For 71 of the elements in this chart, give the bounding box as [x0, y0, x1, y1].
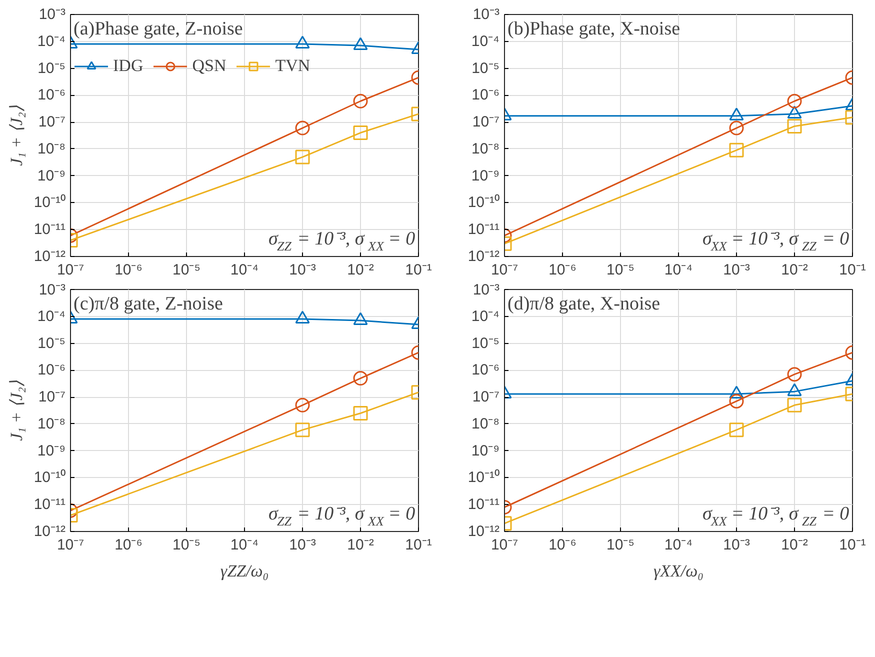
y-tick-label: 10⁻¹¹	[468, 221, 500, 238]
legend-label: QSN	[192, 56, 226, 76]
y-axis-title: J₁ + ⟨J₂⟩	[6, 105, 26, 166]
chart-title: (c)π/8 gate, Z-noise	[74, 294, 223, 314]
y-tick-label: 10⁻¹¹	[34, 496, 66, 514]
chart-title: (a)Phase gate, Z-noise	[74, 18, 243, 40]
y-tick-label: 10⁻¹⁰	[468, 469, 500, 486]
x-tick-label: 10⁻²	[347, 262, 374, 278]
y-tick-label: 10⁻³	[38, 6, 66, 23]
x-tick-label: 10⁻⁵	[172, 536, 200, 554]
y-tick-label: 10⁻⁵	[38, 60, 66, 77]
y-tick-label: 10⁻¹¹	[468, 496, 500, 514]
x-tick-label: 10⁻²	[347, 536, 374, 554]
y-tick-label: 10⁻⁸	[37, 140, 66, 158]
y-tick-label: 10⁻⁵	[38, 334, 66, 352]
x-tick-label: 10⁻³	[723, 536, 750, 554]
x-tick-label: 10⁻⁴	[664, 536, 693, 554]
y-tick-label: 10⁻⁴	[471, 308, 500, 325]
y-tick-label: 10⁻⁵	[472, 334, 500, 352]
y-tick-label: 10⁻⁹	[37, 442, 66, 460]
x-tick-label: 10⁻⁶	[114, 262, 142, 278]
x-tick-label: 10⁻¹	[839, 262, 866, 278]
x-tick-label: 10⁻³	[289, 262, 316, 278]
x-tick-label: 10⁻⁵	[172, 262, 200, 278]
chart-title: (b)Phase gate, X-noise	[508, 18, 680, 40]
x-tick-label: 10⁻³	[723, 262, 750, 278]
x-tick-label: 10⁻¹	[405, 536, 432, 554]
y-tick-label: 10⁻⁴	[37, 32, 66, 50]
y-tick-label: 10⁻⁹	[471, 167, 500, 184]
y-tick-label: 10⁻⁶	[472, 362, 500, 379]
x-axis-title: γXX/ω₀	[653, 562, 704, 580]
y-tick-label: 10⁻⁸	[471, 140, 500, 158]
y-tick-label: 10⁻⁴	[37, 308, 66, 325]
y-tick-label: 10⁻³	[472, 6, 500, 23]
chart-title: (d)π/8 gate, X-noise	[508, 294, 660, 314]
y-tick-label: 10⁻⁶	[38, 362, 66, 379]
y-tick-label: 10⁻⁹	[37, 167, 66, 184]
y-tick-label: 10⁻⁶	[38, 86, 66, 104]
y-tick-label: 10⁻⁸	[471, 415, 500, 432]
x-axis-title: γZZ/ω₀	[220, 562, 269, 580]
y-tick-label: 10⁻¹⁰	[34, 194, 66, 212]
y-tick-label: 10⁻⁴	[471, 32, 500, 50]
x-tick-label: 10⁻⁶	[548, 262, 576, 278]
y-tick-label: 10⁻⁵	[472, 60, 500, 77]
x-tick-label: 10⁻⁶	[114, 536, 142, 554]
y-tick-label: 10⁻¹¹	[34, 221, 66, 238]
x-tick-label: 10⁻⁵	[606, 536, 634, 554]
x-tick-label: 10⁻⁵	[606, 262, 634, 278]
legend-label: TVN	[275, 56, 310, 76]
x-tick-label: 10⁻¹	[839, 536, 866, 554]
x-tick-label: 10⁻⁴	[664, 262, 693, 278]
x-tick-label: 10⁻⁴	[230, 262, 259, 278]
x-tick-label: 10⁻⁴	[230, 536, 259, 554]
x-tick-label: 10⁻³	[289, 536, 316, 554]
y-tick-label: 10⁻⁷	[38, 114, 66, 131]
y-tick-label: 10⁻⁹	[471, 442, 500, 460]
y-axis-title: J₁ + ⟨J₂⟩	[6, 380, 26, 441]
y-tick-label: 10⁻⁸	[37, 415, 66, 432]
x-tick-label: 10⁻¹	[405, 262, 432, 278]
y-tick-label: 10⁻¹⁰	[34, 469, 66, 486]
x-tick-label: 10⁻²	[781, 262, 808, 278]
y-tick-label: 10⁻³	[38, 282, 66, 298]
y-tick-label: 10⁻⁶	[472, 86, 500, 104]
y-tick-label: 10⁻⁷	[472, 388, 500, 406]
y-tick-label: 10⁻⁷	[472, 114, 500, 131]
y-tick-label: 10⁻³	[472, 282, 500, 298]
legend-label: IDG	[113, 56, 144, 76]
x-tick-label: 10⁻⁶	[548, 536, 576, 554]
y-tick-label: 10⁻⁷	[38, 388, 66, 406]
x-tick-label: 10⁻²	[781, 536, 808, 554]
y-tick-label: 10⁻¹⁰	[468, 194, 500, 212]
